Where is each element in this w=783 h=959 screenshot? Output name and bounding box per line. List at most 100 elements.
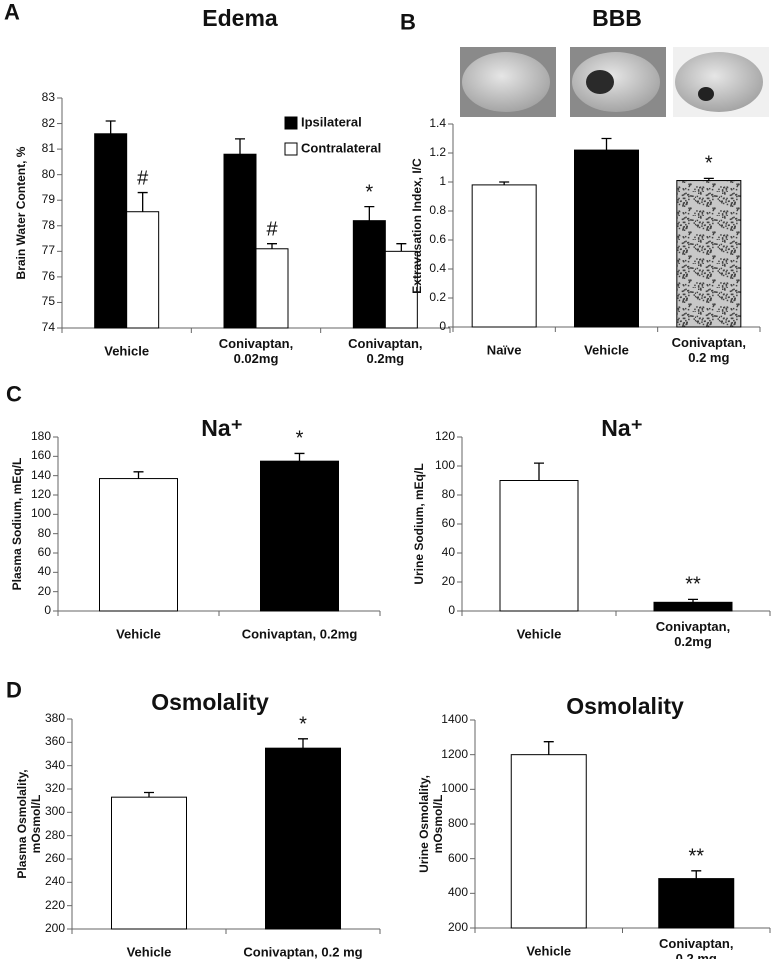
bar bbox=[676, 180, 742, 328]
y-tick-label: 0.2 bbox=[429, 290, 446, 305]
bar bbox=[255, 248, 289, 329]
bar bbox=[265, 747, 341, 930]
y-tick-label: 300 bbox=[44, 804, 65, 819]
y-tick-label: 75 bbox=[41, 294, 55, 309]
y-tick-label: 0 bbox=[439, 319, 446, 334]
bar bbox=[471, 184, 537, 328]
y-axis-label: Extravasation Index, I/C bbox=[410, 157, 425, 294]
y-tick-label: 80 bbox=[37, 525, 51, 540]
y-tick-label: 0.8 bbox=[429, 203, 446, 218]
significance-marker: ** bbox=[685, 573, 701, 596]
error-bar bbox=[235, 138, 245, 155]
y-axis-label: Plasma Osmolality, mOsmol/L bbox=[15, 769, 43, 879]
error-bar bbox=[298, 738, 308, 749]
panel-label: D bbox=[6, 677, 22, 703]
legend-label: Contralateral bbox=[301, 140, 382, 156]
y-tick-label: 82 bbox=[41, 115, 55, 130]
x-tick-label: Naïve bbox=[486, 342, 522, 358]
panel-label: B bbox=[400, 9, 416, 35]
y-tick-label: 0.6 bbox=[429, 232, 446, 247]
x-tick-label: Vehicle bbox=[116, 626, 161, 642]
y-tick-label: 1200 bbox=[441, 746, 468, 761]
error-bar bbox=[267, 243, 277, 249]
error-bar bbox=[534, 462, 544, 481]
bar bbox=[510, 754, 587, 929]
bar bbox=[99, 478, 178, 612]
y-tick-label: 120 bbox=[30, 487, 51, 502]
y-tick-label: 400 bbox=[447, 885, 468, 900]
bar bbox=[352, 220, 386, 329]
bar bbox=[126, 211, 160, 329]
x-tick-label: Conivaptan, 0.2 mg bbox=[243, 944, 363, 959]
y-tick-label: 200 bbox=[44, 921, 65, 936]
error-bar bbox=[688, 598, 698, 603]
bar bbox=[574, 149, 639, 328]
y-tick-label: 20 bbox=[37, 583, 51, 598]
y-tick-label: 40 bbox=[37, 564, 51, 579]
chart-title: Na⁺ bbox=[601, 414, 643, 441]
y-tick-label: 340 bbox=[44, 757, 65, 772]
error-bar bbox=[703, 177, 714, 181]
legend-label: Ipsilateral bbox=[301, 114, 362, 130]
error-bar bbox=[294, 452, 305, 462]
y-tick-label: 78 bbox=[41, 217, 55, 232]
significance-marker: * bbox=[704, 152, 713, 175]
y-axis-label: Plasma Sodium, mEq/L bbox=[10, 457, 25, 591]
significance-marker: # bbox=[266, 218, 278, 241]
y-tick-label: 380 bbox=[44, 711, 65, 726]
x-tick-label: Conivaptan, 0.2 mg bbox=[671, 335, 747, 365]
chart-title: BBB bbox=[592, 4, 642, 31]
bar bbox=[94, 133, 128, 329]
error-bar bbox=[499, 181, 510, 185]
y-tick-label: 80 bbox=[441, 487, 455, 502]
y-axis-label: Urine Sodium, mEq/L bbox=[412, 463, 427, 585]
y-tick-label: 1000 bbox=[441, 781, 468, 796]
bar bbox=[499, 480, 579, 612]
bar bbox=[111, 796, 187, 930]
x-tick-label: Conivaptan, 0.2 mg bbox=[659, 936, 734, 959]
y-tick-label: 120 bbox=[434, 429, 455, 444]
significance-marker: * bbox=[295, 427, 304, 450]
significance-marker: * bbox=[299, 713, 307, 736]
error-bar bbox=[691, 870, 702, 879]
y-tick-label: 79 bbox=[41, 192, 55, 207]
y-tick-label: 60 bbox=[37, 545, 51, 560]
x-tick-label: Conivaptan, 0.2mg bbox=[348, 336, 423, 366]
y-tick-label: 76 bbox=[41, 268, 55, 283]
y-tick-label: 1400 bbox=[441, 712, 468, 727]
legend-swatch bbox=[284, 142, 298, 156]
x-tick-label: Vehicle bbox=[104, 343, 150, 359]
panel-label: A bbox=[4, 0, 20, 25]
x-tick-label: Vehicle bbox=[126, 944, 172, 959]
x-tick-label: Vehicle bbox=[516, 626, 562, 642]
y-tick-label: 220 bbox=[44, 897, 65, 912]
y-axis-label: Brain Water Content, % bbox=[14, 146, 29, 280]
x-tick-label: Conivaptan, 0.02mg bbox=[218, 336, 294, 366]
y-tick-label: 320 bbox=[44, 781, 65, 796]
y-tick-label: 0 bbox=[448, 603, 455, 618]
chart-title: Edema bbox=[202, 4, 278, 31]
significance-marker: ** bbox=[688, 845, 705, 868]
error-bar bbox=[105, 120, 116, 134]
y-tick-label: 20 bbox=[441, 574, 455, 589]
y-tick-label: 40 bbox=[441, 545, 455, 560]
y-tick-label: 74 bbox=[41, 320, 55, 335]
y-tick-label: 1 bbox=[439, 174, 446, 189]
bar bbox=[260, 460, 339, 612]
y-tick-label: 60 bbox=[441, 516, 455, 531]
y-tick-label: 600 bbox=[447, 850, 468, 865]
y-tick-label: 360 bbox=[44, 734, 65, 749]
y-tick-label: 800 bbox=[447, 816, 468, 831]
error-bar bbox=[144, 791, 154, 798]
chart-title: Osmolality bbox=[151, 688, 269, 715]
y-tick-label: 81 bbox=[41, 141, 55, 156]
bar bbox=[223, 153, 257, 329]
x-tick-label: Conivaptan, 0.2mg bbox=[241, 626, 358, 642]
y-tick-label: 280 bbox=[44, 827, 65, 842]
x-tick-label: Vehicle bbox=[584, 342, 629, 358]
error-bar bbox=[133, 471, 144, 479]
brain-images bbox=[460, 47, 769, 117]
y-tick-label: 1.4 bbox=[429, 116, 446, 131]
